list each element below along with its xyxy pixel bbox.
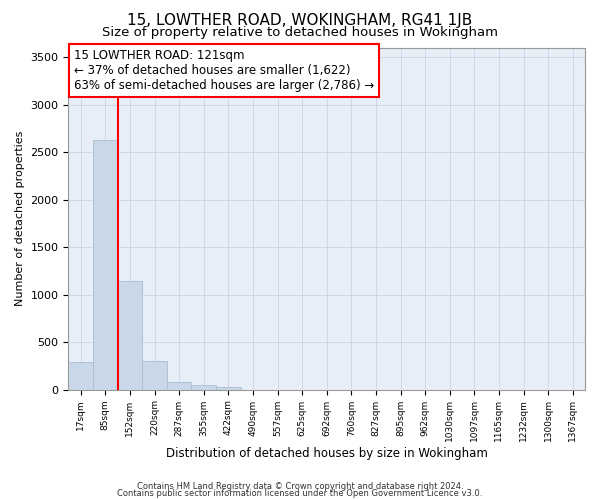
Bar [216,386,241,390]
Y-axis label: Number of detached properties: Number of detached properties [15,131,25,306]
Text: 15, LOWTHER ROAD, WOKINGHAM, RG41 1JB: 15, LOWTHER ROAD, WOKINGHAM, RG41 1JB [127,12,473,28]
X-axis label: Distribution of detached houses by size in Wokingham: Distribution of detached houses by size … [166,447,488,460]
Bar [93,140,118,390]
Bar [142,361,167,390]
Bar [167,382,191,390]
Text: 15 LOWTHER ROAD: 121sqm
← 37% of detached houses are smaller (1,622)
63% of semi: 15 LOWTHER ROAD: 121sqm ← 37% of detache… [74,49,374,92]
Text: Contains public sector information licensed under the Open Government Licence v3: Contains public sector information licen… [118,488,482,498]
Bar [118,282,142,390]
Text: Size of property relative to detached houses in Wokingham: Size of property relative to detached ho… [102,26,498,39]
Bar [191,386,216,390]
Text: Contains HM Land Registry data © Crown copyright and database right 2024.: Contains HM Land Registry data © Crown c… [137,482,463,491]
Bar [68,362,93,390]
